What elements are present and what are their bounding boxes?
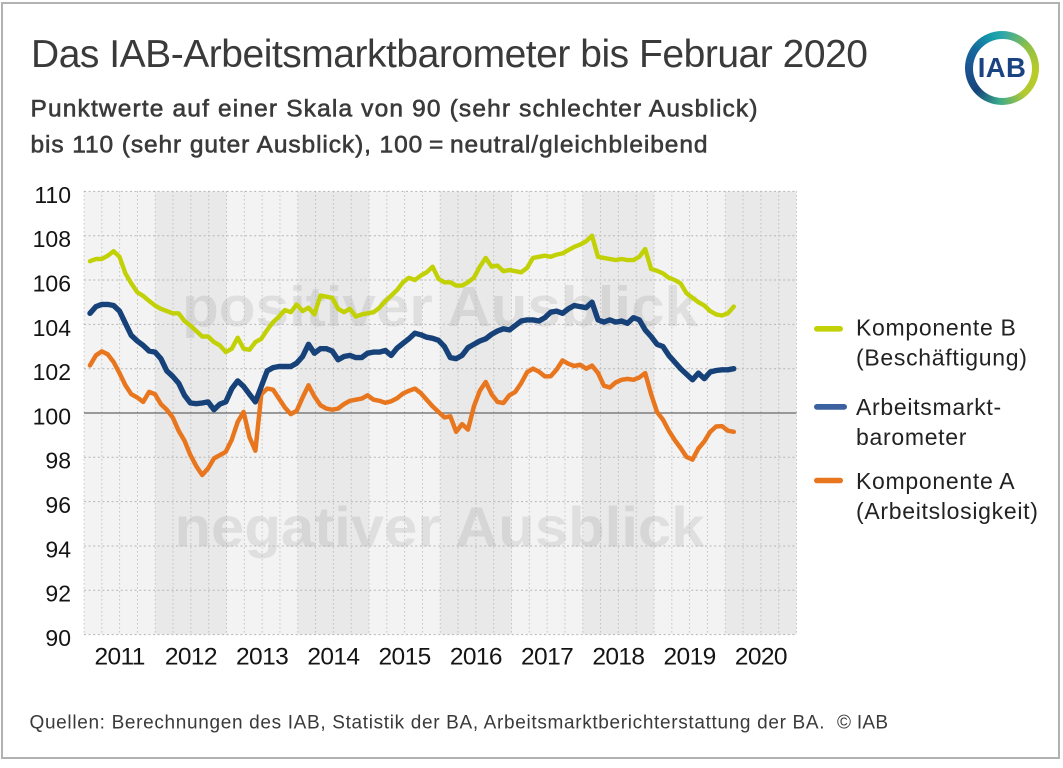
svg-text:Arbeitsmarkt-: Arbeitsmarkt- [856,394,1002,420]
svg-text:negativer Ausblick: negativer Ausblick [175,496,706,559]
svg-text:2016: 2016 [450,644,502,671]
svg-text:108: 108 [33,226,71,252]
svg-text:2017: 2017 [521,644,573,671]
svg-text:98: 98 [45,448,71,474]
svg-text:110: 110 [34,182,71,208]
svg-text:2020: 2020 [735,644,787,671]
svg-text:106: 106 [33,270,71,296]
svg-text:positiver Ausblick: positiver Ausblick [182,275,699,338]
svg-text:Quellen: Berechnungen des IAB,: Quellen: Berechnungen des IAB, Statistik… [30,713,825,734]
svg-text:2014: 2014 [307,644,359,671]
svg-text:Punktwerte auf einer Skala von: Punktwerte auf einer Skala von 90 (sehr … [31,96,758,123]
svg-text:bis 110 (sehr guter Ausblick),: bis 110 (sehr guter Ausblick), 100 = neu… [31,131,708,158]
svg-text:100: 100 [33,403,71,429]
svg-text:2012: 2012 [165,644,217,671]
svg-text:2019: 2019 [664,644,716,671]
svg-text:barometer: barometer [856,424,967,450]
svg-text:90: 90 [45,625,71,651]
svg-text:Komponente A: Komponente A [856,468,1015,494]
svg-text:Das IAB-Arbeitsmarktbarometer: Das IAB-Arbeitsmarktbarometer bis Februa… [31,33,868,76]
svg-text:© IAB: © IAB [837,713,888,734]
svg-text:2018: 2018 [592,644,644,671]
svg-text:102: 102 [33,359,71,385]
svg-text:Komponente B: Komponente B [856,315,1017,341]
svg-text:104: 104 [33,315,72,341]
svg-text:(Beschäftigung): (Beschäftigung) [856,345,1028,371]
svg-text:(Arbeitslosigkeit): (Arbeitslosigkeit) [856,498,1039,524]
svg-text:92: 92 [45,581,71,607]
svg-text:2011: 2011 [94,644,144,671]
svg-text:96: 96 [45,492,71,518]
svg-text:94: 94 [45,536,71,562]
svg-text:2015: 2015 [379,644,431,671]
svg-text:2013: 2013 [236,644,288,671]
